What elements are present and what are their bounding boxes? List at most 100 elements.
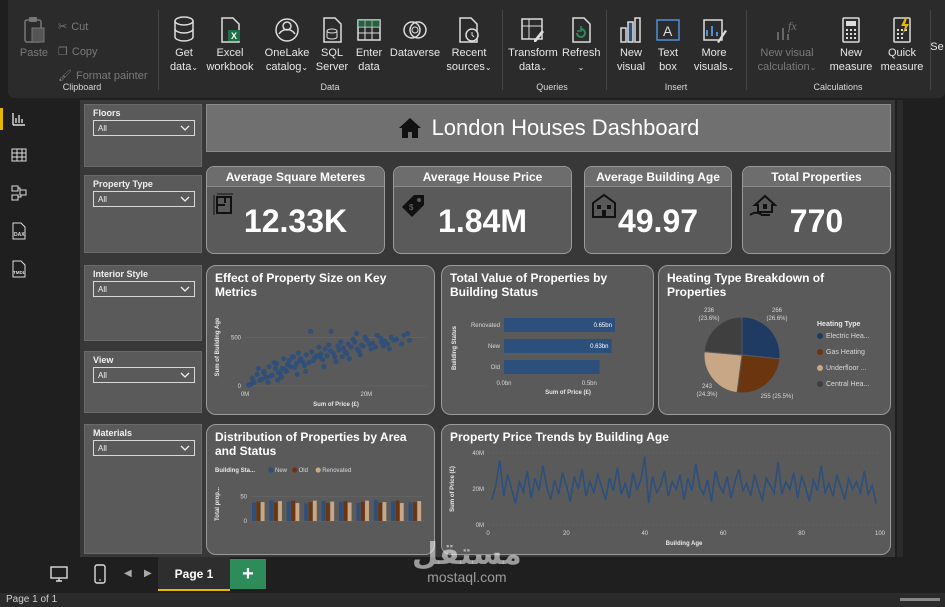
excel-workbook-button[interactable]: X Excel workbook xyxy=(204,10,256,74)
y-axis-label: Total prop... xyxy=(215,487,221,521)
legend-marker xyxy=(292,467,298,473)
kpi-card-house-price[interactable]: Average House Price $ 1.84M xyxy=(393,166,572,254)
scatter-point xyxy=(330,350,336,356)
page-tab-1[interactable]: Page 1 xyxy=(158,557,230,591)
column-bar xyxy=(291,500,295,521)
mobile-layout-button[interactable] xyxy=(94,564,106,589)
recent-sources-button[interactable]: Recent sources⌄ xyxy=(444,10,494,75)
table-grid-icon xyxy=(357,19,381,41)
format-painter-button[interactable]: 🖌 Format painter xyxy=(58,69,148,83)
scatter-point xyxy=(301,362,308,369)
report-view-button[interactable] xyxy=(8,108,30,130)
zoom-slider[interactable] xyxy=(900,598,940,601)
column-bar xyxy=(312,500,317,521)
sql-server-button[interactable]: SQL Server xyxy=(314,10,350,74)
scatter-point xyxy=(320,357,326,363)
svg-text:fx: fx xyxy=(788,19,797,33)
desktop-layout-button[interactable] xyxy=(50,565,68,588)
onelake-catalog-button[interactable]: OneLake catalog⌄ xyxy=(262,10,312,75)
sensitivity-button[interactable]: Se xyxy=(930,41,944,53)
scatter-point xyxy=(404,330,411,336)
scatter-point xyxy=(344,351,350,357)
plus-icon: + xyxy=(242,563,254,585)
get-data-button[interactable]: Get data⌄ xyxy=(164,10,204,75)
cut-button[interactable]: ✂ Cut xyxy=(58,20,89,34)
dax-query-view-button[interactable]: DAX xyxy=(8,220,30,242)
quick-measure-button[interactable]: Quick measure xyxy=(878,10,926,74)
scatter-point xyxy=(336,347,342,353)
kpi-card-square-meters[interactable]: Average Square Meteres 12.33K xyxy=(206,166,385,254)
text-box-icon: A xyxy=(656,19,680,41)
more-visuals-button[interactable]: More visuals⌄ xyxy=(688,10,740,75)
active-view-indicator xyxy=(0,108,3,130)
kpi-label: Total Properties xyxy=(743,167,890,187)
x-tick-label: 40 xyxy=(641,531,648,537)
interior-style-dropdown[interactable]: All xyxy=(93,281,195,297)
kpi-value: 49.97 xyxy=(617,203,699,239)
refresh-button[interactable]: Refresh ⌄ xyxy=(562,10,601,75)
y-tick-label: 500 xyxy=(231,335,242,341)
chevron-right-icon: ▶ xyxy=(144,568,152,579)
model-view-button[interactable] xyxy=(8,182,30,204)
floors-dropdown[interactable]: All xyxy=(93,120,195,136)
enter-data-button[interactable]: Enter data xyxy=(352,10,386,74)
scatter-point xyxy=(297,358,303,364)
paste-button[interactable]: Paste xyxy=(16,10,52,60)
scatter-point xyxy=(309,349,315,355)
scatter-point xyxy=(378,339,385,345)
bar xyxy=(504,360,600,374)
scatter-point xyxy=(322,346,328,352)
view-dropdown[interactable]: All xyxy=(93,367,195,383)
scatter-point xyxy=(357,352,363,358)
text-box-button[interactable]: A Text box xyxy=(652,10,684,74)
column-bar xyxy=(399,503,404,521)
x-tick-label: 0.5bn xyxy=(582,381,597,387)
column-bar xyxy=(321,501,326,521)
status-bar-chart-card[interactable]: Total Value of Properties by Building Sta… xyxy=(441,265,654,415)
new-visual-calculation-button[interactable]: fx New visual calculation⌄ xyxy=(750,10,824,75)
scatter-point xyxy=(275,377,281,383)
next-page-button[interactable]: ▶ xyxy=(144,568,152,579)
area-status-chart-card[interactable]: Distribution of Properties by Area and St… xyxy=(206,424,435,555)
tmdl-view-button[interactable]: TMDL xyxy=(8,258,30,280)
column-bar xyxy=(343,501,348,521)
copy-button[interactable]: ❐ Copy xyxy=(58,45,98,59)
price-tag-icon: $ xyxy=(402,195,424,217)
kpi-value: 1.84M xyxy=(438,203,527,239)
prev-page-button[interactable]: ◀ xyxy=(124,568,132,579)
kpi-card-building-age[interactable]: Average Building Age 49.97 xyxy=(584,166,732,254)
price-trend-chart-title: Property Price Trends by Building Age xyxy=(450,430,669,444)
property-type-dropdown[interactable]: All xyxy=(93,191,195,207)
y-tick-label: 50 xyxy=(240,495,247,501)
materials-dropdown[interactable]: All xyxy=(93,440,195,456)
y-axis-label: Sum of Building Age xyxy=(215,317,221,376)
queries-group: Transform data⌄ Refresh ⌄ Queries xyxy=(504,6,601,96)
scatter-point xyxy=(360,343,366,349)
visual-calculation-icon: fx xyxy=(777,19,797,40)
scatter-chart-card[interactable]: Effect of Property Size on Key Metrics 0 5… xyxy=(206,265,435,415)
slicer-title: Interior Style xyxy=(93,269,149,279)
y-axis-label: Building Status xyxy=(452,325,458,370)
table-view-button[interactable] xyxy=(8,144,30,166)
dataverse-button[interactable]: Dataverse xyxy=(388,10,442,60)
insert-group: New visual A Text box More visuals⌄ Insert xyxy=(608,6,744,96)
heating-pie-chart-card[interactable]: Heating Type Breakdown of Properties 266 (… xyxy=(658,265,891,415)
scatter-point xyxy=(259,376,265,382)
column-bar xyxy=(330,501,335,521)
svg-text:A: A xyxy=(663,23,673,39)
scatter-point xyxy=(254,371,260,377)
area-status-chart-title: Distribution of Properties by Area and St… xyxy=(215,430,407,458)
new-visual-button[interactable]: New visual xyxy=(614,10,648,74)
legend-label: Central Hea... xyxy=(826,381,869,388)
scatter-point xyxy=(246,382,252,388)
page-indicator: Page 1 of 1 xyxy=(6,594,58,605)
add-page-button[interactable]: + xyxy=(230,559,266,589)
kpi-card-total-properties[interactable]: Total Properties 770 xyxy=(742,166,891,254)
price-trend-chart-card[interactable]: Property Price Trends by Building Age 40… xyxy=(441,424,891,555)
canvas-scrollbar[interactable] xyxy=(897,100,903,557)
x-tick-label: 0M xyxy=(241,392,249,398)
scatter-point xyxy=(294,371,300,377)
transform-data-button[interactable]: Transform data⌄ xyxy=(506,10,560,75)
new-measure-button[interactable]: New measure xyxy=(826,10,876,74)
kpi-label: Average Building Age xyxy=(585,167,731,187)
